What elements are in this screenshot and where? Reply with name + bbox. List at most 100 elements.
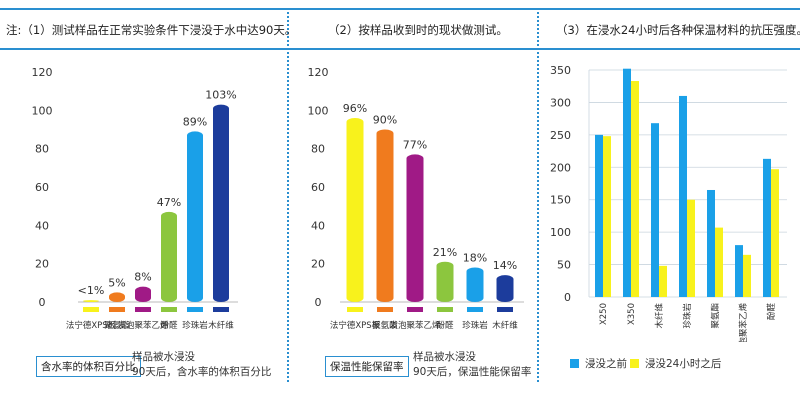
water-absorption-chart: 0 20 40 60 80 100 120 <1% 法宁德XPS板 5% 聚氨酯 8% 发泡聚苯乙烯 47… <box>32 66 238 331</box>
footnote-line: 样品被水浸没 <box>132 351 195 363</box>
bar <box>651 123 659 297</box>
bar <box>161 211 177 302</box>
y-tick-label: 40 <box>35 219 49 232</box>
bar <box>595 134 603 297</box>
x-tick-label: 发泡聚苯乙烯 <box>117 320 169 331</box>
data-label: 5% <box>108 276 125 289</box>
x-tick-label: 酚醛 <box>160 320 178 331</box>
data-label: 47% <box>157 196 181 209</box>
y-tick-label: 60 <box>35 181 49 194</box>
header-note-1: 注:（1）测试样品在正常实验条件下浸没于水中达90天。 <box>6 23 297 37</box>
y-tick-label: 20 <box>35 258 49 271</box>
y-tick-label: 200 <box>550 161 571 174</box>
footnote-water-content: 样品被水浸没 90天后，含水率的体积百分比 <box>132 350 271 380</box>
y-tick-label: 50 <box>557 259 571 272</box>
category-swatch <box>161 307 177 312</box>
y-tick-label: 100 <box>308 104 329 117</box>
footnote-line: 样品被水浸没 <box>413 351 476 363</box>
bar <box>687 199 695 297</box>
category-swatch <box>497 307 513 312</box>
x-tick-label: X250 <box>599 303 609 325</box>
bar <box>466 267 484 302</box>
x-tick-label: 聚氨酯 <box>372 320 398 331</box>
y-tick-label: 80 <box>311 143 325 156</box>
bar <box>135 286 151 302</box>
data-label: 18% <box>463 252 487 265</box>
footnote-retention: 样品被水浸没 90天后，保温性能保留率 <box>413 350 531 380</box>
category-swatch <box>109 307 125 312</box>
bar <box>763 158 771 297</box>
header-rule <box>0 48 800 50</box>
bar <box>679 95 687 297</box>
category-swatch <box>213 307 229 312</box>
header-note-3: （3）在浸水24小时后各种保温材料的抗压强度。 <box>556 23 800 37</box>
x-tick-label: 珍珠岩 <box>682 303 693 329</box>
y-tick-label: 20 <box>311 258 325 271</box>
data-label: 77% <box>403 138 427 151</box>
category-swatch <box>135 307 151 312</box>
header-note-2: （2）按样品收到时的现状做测试。 <box>328 23 508 37</box>
bar <box>623 68 631 298</box>
data-label: 21% <box>433 246 457 259</box>
legend-after: 浸没24小时之后 <box>630 356 721 371</box>
y-tick-label: 100 <box>32 104 53 117</box>
y-tick-label: 0 <box>564 291 571 304</box>
x-tick-label: X350 <box>627 303 637 325</box>
category-swatch <box>347 307 363 312</box>
legend-box-water-content: 含水率的体积百分比 <box>36 356 141 377</box>
y-tick-label: 0 <box>39 296 46 309</box>
y-tick-label: 60 <box>311 181 325 194</box>
y-tick-label: 100 <box>550 226 571 239</box>
bar <box>187 131 203 302</box>
y-tick-label: 120 <box>308 66 329 79</box>
bar <box>771 169 779 297</box>
legend-label-before: 浸没之前 <box>585 358 627 370</box>
data-label: <1% <box>78 284 105 297</box>
footnote-line: 90天后，保温性能保留率 <box>413 366 532 378</box>
data-label: 89% <box>183 115 207 128</box>
data-label: 96% <box>343 102 367 115</box>
y-tick-label: 120 <box>32 66 53 79</box>
bar <box>213 104 229 302</box>
bar <box>436 261 454 302</box>
data-label: 90% <box>373 114 397 127</box>
category-swatch <box>377 307 393 312</box>
x-tick-label: 木纤维 <box>492 320 518 331</box>
data-label: 103% <box>205 89 236 102</box>
top-rule <box>0 8 800 10</box>
footnote-line: 90天后，含水率的体积百分比 <box>132 366 272 378</box>
y-tick-label: 300 <box>550 96 571 109</box>
x-tick-label: 酚醛 <box>436 320 454 331</box>
x-tick-label: 酚醛 <box>766 303 777 321</box>
bar <box>406 154 424 302</box>
category-swatch <box>437 307 453 312</box>
bar <box>83 300 99 302</box>
legend-before: 浸没之前 <box>570 356 627 371</box>
x-tick-label: 珍珠岩 <box>182 320 208 331</box>
legend-box-retention: 保温性能保留率 <box>325 356 409 377</box>
panel-separator-2 <box>537 12 539 382</box>
bar <box>743 254 751 297</box>
bar <box>376 129 394 302</box>
bar <box>109 292 125 302</box>
y-tick-label: 150 <box>550 194 571 207</box>
x-tick-label: 聚氨酯 <box>104 320 130 331</box>
x-tick-label: 聚氨酯 <box>710 303 721 329</box>
y-tick-label: 350 <box>550 64 571 77</box>
bar <box>659 265 667 297</box>
legend-swatch-before <box>570 359 579 368</box>
legend-label-after: 浸没24小时之后 <box>645 358 722 370</box>
y-tick-label: 80 <box>35 143 49 156</box>
x-tick-label: 珍珠岩 <box>462 320 488 331</box>
x-tick-label: 发泡聚苯乙烯 <box>389 320 441 331</box>
x-tick-label: 法宁德XPS板 <box>330 320 381 331</box>
bar <box>715 227 723 297</box>
x-tick-label: 木纤维 <box>654 303 665 329</box>
compressive-strength-chart: 0 50 100 150 200 250 300 350 X250 X350 木纤维 珍珠岩 聚氨酯 发泡… <box>550 64 787 342</box>
bar <box>496 275 514 302</box>
bar <box>631 81 639 297</box>
category-swatch <box>83 307 99 312</box>
x-tick-label: 木纤维 <box>208 320 234 331</box>
bar <box>346 118 364 302</box>
y-tick-label: 40 <box>311 219 325 232</box>
